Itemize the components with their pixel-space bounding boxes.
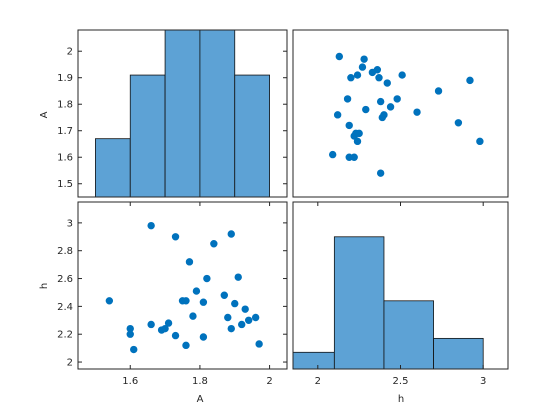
A-vs-h-point	[350, 153, 358, 161]
h-vs-A-point	[192, 287, 201, 295]
A-vs-h-point	[353, 71, 362, 79]
A-vs-h-point	[373, 66, 382, 74]
h-vs-A-point	[244, 316, 253, 324]
h-vs-A-point	[126, 330, 134, 338]
A-vs-h-point	[398, 71, 406, 79]
h-hist-xtick-label: 3	[480, 376, 486, 387]
A-vs-h-point	[375, 74, 383, 82]
h-vs-A-point	[203, 274, 211, 283]
A-hist-frame	[77, 29, 288, 198]
h-vs-A-point	[238, 320, 246, 329]
A-vs-h-point	[434, 87, 443, 95]
h-vs-A-ytick-label: 2.4	[57, 302, 73, 313]
h-vs-A-point	[224, 313, 232, 322]
A-vs-h-point	[476, 137, 484, 146]
h-vs-A-point	[147, 221, 155, 230]
h-vs-A-ytick-label: 3	[67, 218, 73, 229]
y-axis-label-A: A	[39, 111, 50, 118]
scatter-h-vs-A-panel: 1.6 1.8 2 2 2.2 2.4 2.6 2.8 3	[57, 201, 288, 387]
h-vs-A-point	[171, 331, 180, 340]
A-vs-h-point	[333, 111, 342, 119]
h-vs-A-point	[220, 291, 229, 299]
h-vs-A-point	[227, 230, 235, 238]
scatter-A-vs-h-panel	[292, 29, 509, 198]
A-vs-h-point	[335, 52, 344, 61]
A-vs-h-point	[355, 129, 363, 138]
h-vs-A-ytick-label: 2.2	[57, 330, 73, 341]
A-vs-h-point	[383, 79, 391, 87]
h-vs-A-point	[171, 233, 180, 241]
h-vs-A-point	[255, 340, 263, 348]
h-vs-A-point	[199, 333, 208, 341]
h-vs-A-xtick-label: 1.6	[122, 376, 138, 387]
h-vs-A-ytick-label: 2.6	[57, 274, 73, 285]
x-axis-label-A: A	[197, 394, 204, 405]
A-vs-h-point	[362, 105, 370, 114]
h-vs-A-point	[231, 299, 239, 308]
h-vs-A-point	[182, 297, 190, 305]
A-vs-h-point	[358, 63, 367, 71]
h-vs-A-point	[234, 273, 242, 281]
h-vs-A-point	[241, 305, 249, 313]
h-vs-A-point	[105, 297, 114, 305]
h-vs-A-point	[185, 258, 194, 266]
A-vs-h-point	[360, 55, 368, 63]
A-vs-h-point	[413, 108, 421, 116]
h-hist-bar	[433, 337, 484, 370]
A-vs-h-frame	[292, 29, 509, 198]
h-vs-A-point	[130, 345, 138, 354]
A-hist-ytick-label: 1.7	[57, 126, 73, 137]
A-vs-h-point	[386, 103, 395, 111]
y-axis-label-h: h	[39, 283, 50, 289]
A-hist-bar	[164, 29, 201, 198]
A-hist-ytick-label: 1.5	[57, 179, 73, 190]
h-vs-A-xtick-label: 2	[266, 376, 272, 387]
h-hist-bar	[292, 351, 335, 370]
A-hist-ytick-label: 2	[67, 47, 73, 58]
x-axis-label-h: h	[398, 394, 404, 405]
h-vs-A-frame	[77, 201, 288, 370]
h-vs-A-xtick-label: 1.8	[192, 376, 208, 387]
A-hist-bar	[199, 29, 236, 198]
A-hist-bar	[129, 74, 166, 198]
A-vs-h-point	[376, 169, 385, 177]
A-vs-h-point	[347, 74, 355, 82]
A-vs-h-point	[328, 150, 337, 159]
h-vs-A-point	[147, 320, 155, 329]
A-vs-h-point	[343, 95, 352, 103]
h-hist-bar	[333, 236, 385, 370]
A-vs-h-point	[353, 137, 362, 146]
A-vs-h-point	[345, 121, 353, 130]
h-vs-A-point	[251, 313, 260, 322]
h-vs-A-ytick-label: 2	[67, 358, 73, 369]
h-vs-A-point	[199, 298, 208, 306]
h-vs-A-point	[161, 324, 169, 333]
A-vs-h-point	[454, 119, 463, 127]
h-vs-A-point	[227, 324, 235, 333]
h-vs-A-point	[189, 312, 197, 320]
A-hist-bar	[95, 138, 131, 198]
h-hist-frame	[292, 201, 509, 370]
h-hist-xtick-label: 2	[315, 376, 321, 387]
A-vs-h-point	[393, 95, 401, 103]
histogram-A-panel: 1.5 1.6 1.7 1.8 1.9 2	[57, 29, 288, 198]
A-hist-ytick-label: 1.6	[57, 153, 73, 164]
h-vs-A-point	[164, 319, 173, 327]
A-hist-ytick-label: 1.9	[57, 73, 73, 84]
h-vs-A-point	[182, 341, 190, 350]
h-vs-A-point	[210, 240, 218, 248]
A-vs-h-point	[376, 97, 385, 106]
h-hist-bar	[383, 300, 434, 370]
A-vs-h-point	[466, 76, 474, 85]
histogram-h-panel: 2 2.5 3	[292, 201, 509, 387]
A-hist-ytick-label: 1.8	[57, 100, 73, 111]
h-vs-A-ytick-label: 2.8	[57, 246, 73, 257]
A-hist-bar	[234, 74, 270, 198]
A-vs-h-point	[380, 111, 388, 119]
h-hist-xtick-label: 2.5	[393, 376, 409, 387]
